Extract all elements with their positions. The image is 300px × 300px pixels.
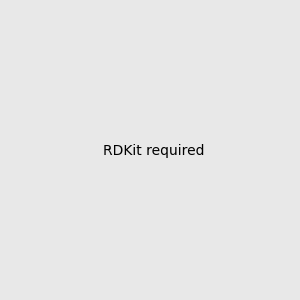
Text: RDKit required: RDKit required (103, 145, 205, 158)
